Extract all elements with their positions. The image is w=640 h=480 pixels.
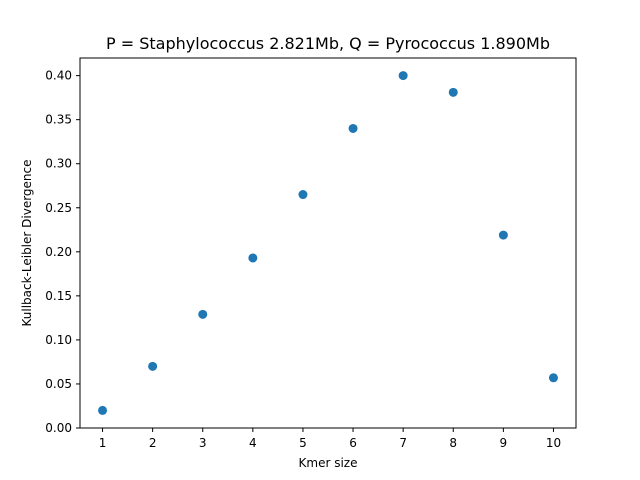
data-points (98, 71, 558, 415)
x-tick-label: 9 (500, 436, 508, 450)
data-point (398, 71, 408, 81)
data-point (198, 309, 208, 319)
data-point (348, 123, 358, 133)
x-tick-label: 8 (449, 436, 457, 450)
data-point (298, 190, 308, 200)
x-tick-label: 6 (349, 436, 357, 450)
y-tick-label: 0.00 (45, 421, 72, 435)
chart-title: P = Staphylococcus 2.821Mb, Q = Pyrococc… (106, 34, 550, 53)
x-tick-label: 1 (99, 436, 107, 450)
plot-area-frame (79, 57, 577, 429)
y-axis-ticks: 0.00 0.05 0.10 0.15 0.20 0.25 0.30 0.35 0.40 (45, 69, 80, 435)
y-tick-label: 0.25 (45, 201, 72, 215)
data-point (548, 373, 558, 383)
y-tick-label: 0.15 (45, 289, 72, 303)
x-tick-label: 2 (149, 436, 157, 450)
y-axis-label: Kullback-Leibler Divergence (20, 159, 34, 326)
x-tick-label: 10 (546, 436, 561, 450)
data-point (498, 230, 508, 240)
x-axis-label: Kmer size (299, 456, 358, 470)
x-tick-label: 7 (399, 436, 407, 450)
y-tick-label: 0.10 (45, 333, 72, 347)
data-point (98, 405, 108, 415)
data-point (248, 253, 258, 263)
data-point (148, 361, 158, 371)
y-tick-label: 0.05 (45, 377, 72, 391)
x-tick-label: 4 (249, 436, 257, 450)
y-tick-label: 0.35 (45, 113, 72, 127)
x-tick-label: 3 (199, 436, 207, 450)
y-tick-label: 0.20 (45, 245, 72, 259)
x-tick-label: 5 (299, 436, 307, 450)
x-axis-ticks: 1 2 3 4 5 6 7 8 9 10 (99, 428, 561, 450)
y-tick-label: 0.40 (45, 69, 72, 83)
data-point (448, 87, 458, 97)
y-tick-label: 0.30 (45, 157, 72, 171)
